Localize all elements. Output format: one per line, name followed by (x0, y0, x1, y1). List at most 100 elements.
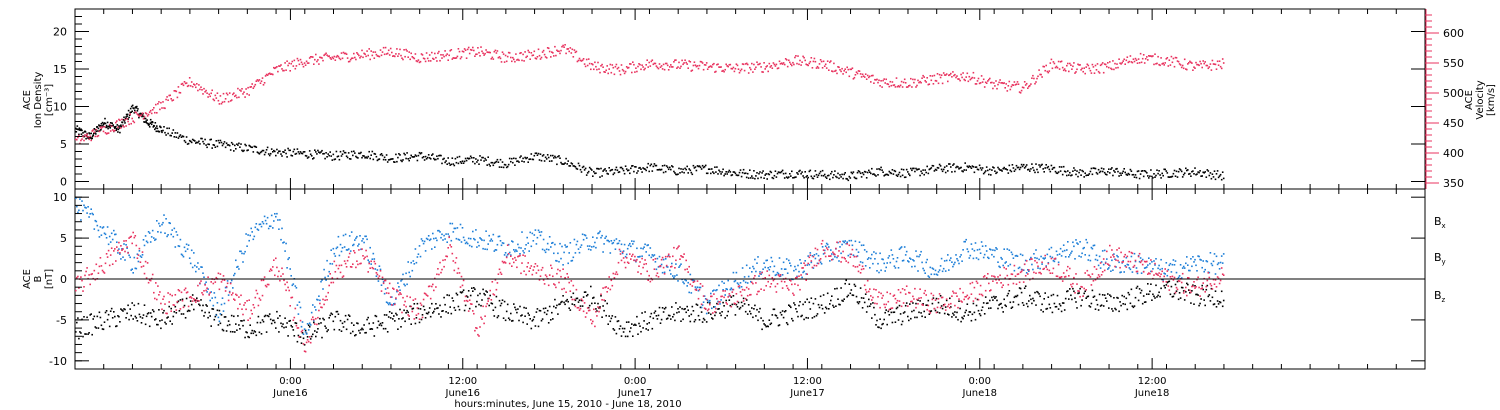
b-by-point (1194, 258, 1196, 261)
b-bx-point (649, 315, 652, 318)
b-bx-point (156, 323, 158, 326)
density-point (433, 157, 435, 160)
b-bx-point (1097, 309, 1100, 311)
density-point (771, 176, 774, 179)
b-by-point (765, 259, 767, 262)
density-point (858, 170, 861, 173)
density-point (1043, 171, 1045, 173)
density-point (1056, 172, 1059, 175)
b-by-point (1045, 265, 1047, 267)
b-by-point (148, 232, 151, 234)
velocity-point (469, 48, 472, 51)
velocity-point (481, 50, 483, 53)
b-bz-point (241, 308, 243, 310)
b-bx-point (163, 309, 165, 312)
density-point (891, 169, 894, 171)
b-bz-point (411, 310, 414, 313)
b-by-point (1046, 253, 1049, 256)
density-point (878, 168, 880, 170)
b-bz-point (161, 308, 163, 311)
b-by-point (655, 268, 658, 271)
b-by-point (87, 206, 89, 208)
b-bx-point (293, 335, 296, 337)
b-by-point (1072, 241, 1074, 244)
b-bx-point (861, 307, 864, 309)
density-point (75, 131, 78, 133)
b-by-point (415, 261, 418, 264)
density-point (1103, 171, 1106, 174)
density-point (444, 161, 446, 164)
b-bz-point (277, 275, 279, 278)
b-bx-point (1014, 295, 1017, 298)
b-bx-point (1160, 287, 1162, 290)
b-by-point (933, 273, 936, 276)
density-point (131, 110, 133, 113)
velocity-point (749, 66, 751, 69)
velocity-point (324, 53, 326, 56)
b-bx-point (77, 317, 79, 319)
b-bx-point (1073, 290, 1075, 293)
density-point (396, 160, 398, 163)
density-point (145, 122, 148, 124)
b-bz-point (298, 336, 301, 338)
b-by-point (734, 279, 737, 282)
density-point (106, 126, 108, 128)
b-bx-point (463, 309, 466, 312)
density-point (239, 146, 241, 148)
b-bx-point (871, 317, 873, 319)
b-bx-point (538, 309, 541, 312)
density-point (926, 165, 928, 168)
b-by-point (656, 257, 659, 260)
velocity-point (1181, 64, 1184, 67)
velocity-point (187, 84, 190, 87)
density-point (95, 133, 97, 135)
b-bx-point (598, 307, 600, 309)
velocity-point (559, 52, 561, 55)
b-bx-point (454, 309, 457, 311)
b-bx-point (916, 316, 918, 319)
b-bz-point (130, 235, 132, 238)
density-point (357, 157, 359, 159)
velocity-point (674, 59, 676, 61)
b-by-point (632, 243, 634, 245)
b-bx-point (443, 296, 445, 299)
velocity-point (642, 66, 644, 68)
velocity-point (1057, 60, 1060, 63)
b-by-point (455, 237, 458, 240)
density-point (814, 170, 817, 172)
b-by-point (1193, 261, 1195, 263)
b-bx-point (169, 320, 171, 322)
b-bz-point (102, 271, 105, 273)
b-by-point (82, 209, 84, 212)
b-bx-point (1007, 292, 1010, 295)
b-by-point (850, 239, 853, 242)
b-bx-point (609, 320, 612, 323)
velocity-point (282, 69, 284, 72)
b-by-point (434, 246, 436, 248)
b-bx-point (337, 313, 340, 315)
velocity-point (301, 63, 304, 66)
b-by-point (279, 219, 281, 221)
density-point (277, 152, 279, 154)
density-point (1015, 164, 1018, 167)
velocity-point (491, 56, 494, 59)
b-bz-point (449, 244, 451, 246)
b-bx-point (1068, 298, 1070, 300)
velocity-point (591, 63, 593, 65)
density-point (543, 160, 546, 162)
velocity-point (825, 67, 828, 69)
density-point (517, 160, 519, 162)
b-by-point (1213, 253, 1216, 255)
b-by-point (312, 304, 314, 306)
b-bz-point (395, 297, 397, 299)
b-by-point (378, 265, 381, 267)
velocity-point (1073, 62, 1075, 64)
velocity-point (1213, 63, 1216, 65)
b-bx-point (897, 319, 900, 321)
density-point (968, 165, 971, 167)
density-point (752, 177, 754, 179)
density-point (713, 172, 715, 175)
b-bx-point (488, 304, 490, 307)
density-point (664, 170, 667, 173)
velocity-point (937, 82, 940, 85)
